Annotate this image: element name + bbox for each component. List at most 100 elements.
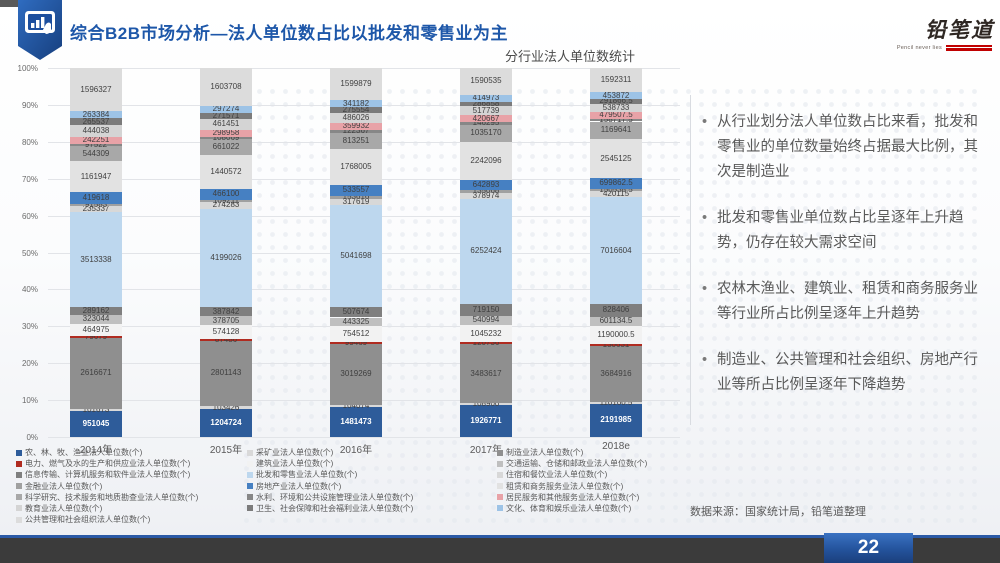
- brand-logo-red-lines: [946, 45, 992, 51]
- legend-label: 农、林、牧、渔业法人单位数(个): [25, 448, 143, 457]
- bar-segment: [70, 118, 122, 126]
- legend-label: 采矿业法人单位数(个): [256, 448, 334, 457]
- bar-segment: [200, 188, 252, 200]
- y-axis-tick: 0%: [26, 433, 38, 442]
- legend-label: 制造业法人单位数(个): [506, 448, 584, 457]
- bar-segment: [460, 315, 512, 325]
- bar-segment: [460, 94, 512, 102]
- legend-item: 采矿业法人单位数(个): [247, 448, 413, 459]
- legend-label: 公共管理和社会组织法人单位数(个): [25, 515, 151, 525]
- bar-segment: [590, 178, 642, 189]
- bar-segment: [70, 111, 122, 119]
- y-axis-tick: 50%: [21, 248, 38, 258]
- legend-marker-icon: [16, 460, 22, 467]
- legend-marker-icon: [16, 471, 22, 478]
- bar-segment: [330, 404, 382, 408]
- bar-segment: [200, 406, 252, 409]
- bar-segment: [590, 316, 642, 326]
- chart-hand-icon: [18, 0, 62, 60]
- bar-segment: [460, 344, 512, 403]
- bar-segment: [590, 119, 642, 122]
- bar-segment: [70, 408, 122, 412]
- bar-segment: [330, 122, 382, 131]
- legend-label: 居民服务和其他服务业法人单位数(个): [506, 492, 640, 502]
- bar-segment: [460, 192, 512, 199]
- bar-segment: [200, 307, 252, 317]
- bar-segment: [70, 411, 122, 437]
- bar-segment: [200, 68, 252, 106]
- y-axis-tick: 70%: [21, 174, 38, 184]
- y-axis-tick: 60%: [21, 211, 38, 221]
- bar-segment: [200, 105, 252, 113]
- bar-segment: [70, 338, 122, 409]
- bar-segment: [70, 323, 122, 337]
- bar-segment: [590, 401, 642, 404]
- legend-label: 信息传输、计算机服务和软件业法人单位数(个): [25, 470, 191, 480]
- bar-segment: [330, 68, 382, 101]
- bar-segment: [590, 343, 642, 346]
- chart-title: 分行业法人单位数统计: [504, 49, 635, 64]
- bar-segment: [330, 195, 382, 199]
- gridline: [48, 437, 680, 438]
- insight-bullet: 从行业划分法人单位数占比来看，批发和零售业的单位数量始终占据最大比例，其次是制造…: [702, 110, 990, 185]
- bar-segment: [200, 139, 252, 155]
- stacked-bar-2015年: 1204724 103426 2801143 87486 574128 378705 387…: [200, 68, 252, 437]
- bar-segment: [70, 336, 122, 339]
- legend-marker-icon: [247, 471, 253, 478]
- page-number: 22: [824, 533, 913, 563]
- page-title: 综合B2B市场分析—法人单位数占比以批发和零售业为主: [70, 24, 509, 43]
- brand-ribbon-chart-icon: [18, 0, 62, 62]
- legend-label: 批发和零售业法人单位数(个): [256, 470, 358, 480]
- bar-segment: [330, 184, 382, 196]
- bar-segment: [460, 101, 512, 107]
- legend-marker-icon: [247, 483, 253, 490]
- legend-item: 教育业法人单位数(个): [16, 504, 198, 515]
- y-axis-tick: 30%: [21, 322, 38, 332]
- stacked-bar-2017年: 1926771 108900 3483617 120736 1045232 540994 7…: [460, 68, 512, 437]
- legend-label: 建筑业法人单位数(个): [256, 459, 334, 469]
- bar-segment: [590, 345, 642, 402]
- bar-segment: [590, 92, 642, 100]
- bar-segment: [330, 341, 382, 344]
- bar-segment: [70, 125, 122, 138]
- y-axis-tick: 100%: [17, 64, 38, 73]
- bar-segment: [590, 188, 642, 191]
- bar-segment: [460, 115, 512, 123]
- legend-item: 制造业法人单位数(个): [497, 448, 647, 459]
- bar-segment: [590, 304, 642, 317]
- bar-segment: [460, 198, 512, 304]
- legend-item: 文化、体育和娱乐业法人单位数(个): [497, 504, 647, 515]
- insight-bullet: 农林木渔业、建筑业、租赁和商务服务业等行业所占比例呈逐年上升趋势: [702, 277, 990, 327]
- stacked-bar-2014年: 951045 101673 2616671 79679 464975 323044 2891…: [70, 68, 122, 437]
- bar-segment: [460, 342, 512, 345]
- bar-segment: [590, 325, 642, 344]
- footer-accent-line: [0, 535, 1000, 538]
- bar-segment: [200, 338, 252, 341]
- bar-segment: [70, 137, 122, 144]
- legend-marker-icon: [497, 460, 503, 467]
- bar-segment: [330, 326, 382, 342]
- bar-segment: [330, 205, 382, 308]
- insight-list: 从行业划分法人单位数占比来看，批发和零售业的单位数量始终占据最大比例，其次是制造…: [702, 110, 990, 397]
- bar-segment: [70, 203, 122, 207]
- bar-segment: [330, 107, 382, 113]
- legend-marker-icon: [247, 494, 253, 501]
- bar-segment: [70, 161, 122, 193]
- legend-item: 电力、燃气及水的生产和供应业法人单位数(个): [16, 459, 198, 470]
- bar-segment: [70, 68, 122, 111]
- bar-segment: [70, 314, 122, 324]
- x-axis-label: 2015年: [209, 445, 243, 456]
- y-axis: 100% 90% 80% 70% 60% 50% 40% 30% 20% 10% 0%: [0, 64, 42, 442]
- legend-marker-icon: [497, 505, 503, 512]
- legend-label: 交通运输、仓储和邮政业法人单位数(个): [506, 459, 648, 469]
- legend-item: 居民服务和其他服务业法人单位数(个): [497, 493, 647, 504]
- legend-marker-icon: [247, 505, 253, 512]
- legend-item: 卫生、社会保障和社会福利业法人单位数(个): [247, 504, 413, 515]
- y-axis-tick: 80%: [21, 137, 38, 147]
- bar-segment: [590, 103, 642, 112]
- legend-item: 水利、环境和公共设施管理业法人单位数(个): [247, 493, 413, 504]
- legend-label: 卫生、社会保障和社会福利业法人单位数(个): [256, 503, 414, 513]
- bar-segment: [460, 190, 512, 193]
- stacked-bar-2018e: 2191985 110100.5 3684916 130631 1190000.5 601…: [590, 68, 642, 437]
- bar-segment: [590, 111, 642, 120]
